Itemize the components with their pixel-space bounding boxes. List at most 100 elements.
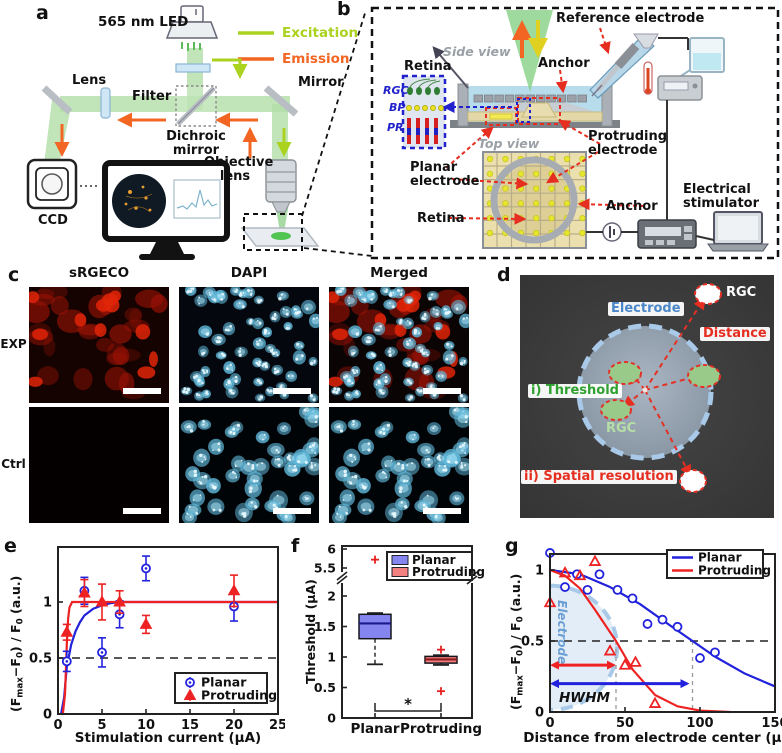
reference-electrode-icon (591, 42, 640, 97)
svg-text:0: 0 (43, 708, 52, 723)
filter-label: Filter (132, 89, 172, 104)
spatial-resolution-label: ii) Spatial resolution (521, 469, 677, 485)
svg-text:Protruding: Protruding (698, 564, 771, 578)
row-label-exp: EXP (0, 337, 27, 351)
svg-text:15: 15 (181, 718, 199, 733)
objective-lens-label: Objective lens (204, 155, 274, 185)
optical-setup-and-chamber-diagram (26, 5, 780, 260)
anchor-top-label: Anchor (606, 199, 658, 214)
lens-label: Lens (72, 73, 107, 88)
bp-layer-label: BP (389, 101, 406, 114)
svg-text:50: 50 (616, 716, 634, 731)
perfusion-pump-icon (657, 75, 703, 101)
svg-text:1.5: 1.5 (314, 619, 336, 634)
sample-spot (271, 232, 291, 240)
monitor-icon (102, 160, 230, 260)
threshold-label: i) Threshold (528, 383, 622, 399)
svg-text:1: 1 (327, 650, 336, 665)
svg-text:Planar: Planar (350, 721, 399, 737)
svg-text:0.5: 0.5 (521, 635, 544, 650)
distance-label: Distance (700, 326, 770, 342)
electrode-region-label: Electrode (555, 600, 569, 665)
ccd-icon (26, 158, 78, 210)
column-header-merged: Merged (370, 265, 428, 281)
svg-text:5.5: 5.5 (314, 561, 336, 576)
light-beams (44, 48, 292, 239)
chart-f-ylabel: Threshold (µA) (303, 579, 318, 684)
panel-e-letter: e (4, 535, 17, 557)
anchor-side-label: Anchor (538, 56, 590, 71)
micrograph-ctrl-srgeco (29, 407, 169, 523)
svg-text:0: 0 (53, 718, 62, 733)
panel-b-border (370, 6, 780, 260)
dichroic-mirror-icon (175, 85, 217, 127)
reference-electrode-label: Reference electrode (556, 11, 705, 26)
svg-text:100: 100 (686, 716, 713, 731)
chart-g-ylabel: (Fmax−F0) / F0 (a.u.) (508, 573, 526, 710)
rgc-cells (600, 283, 722, 493)
electrical-stimulator-icon (637, 219, 697, 249)
protruding-electrode-label: Protruding electrode (588, 129, 668, 159)
panel-g-letter: g (505, 535, 519, 557)
column-header-dapi: DAPI (230, 265, 268, 281)
svg-text:Protruding: Protruding (400, 721, 482, 737)
svg-text:6: 6 (327, 542, 336, 557)
svg-text:150: 150 (761, 716, 782, 731)
pr-layer-label: PR (387, 121, 404, 134)
electrode-center-dot (642, 387, 648, 393)
zoom-connector-bottom (303, 247, 373, 257)
right-mirror-icon (263, 85, 299, 117)
annotation-arrows (445, 27, 645, 225)
chart-distance-response: 0 50 100 150 0 0.5 1 Distance from electrode ce… (521, 548, 782, 746)
wires (586, 231, 715, 241)
rgc-inner-label: RGC (606, 421, 637, 436)
beaker-icon (677, 37, 725, 79)
rgc-outer-label: RGC (726, 285, 757, 300)
side-view-label: Side view (443, 44, 511, 59)
svg-text:2: 2 (327, 589, 336, 604)
electrode-label: Electrode (608, 301, 684, 317)
column-header-srgeco: sRGECO (68, 265, 130, 281)
chart-e-ylabel: (Fmax−F0) / F0 (a.u.) (8, 575, 26, 712)
micrograph-ctrl-merged (329, 407, 469, 523)
svg-text:Planar: Planar (698, 551, 742, 565)
emission-label: Emission (282, 51, 350, 67)
top-view-array (482, 151, 587, 249)
hwhm-label: HWHM (559, 690, 610, 706)
laptop-icon (707, 211, 769, 252)
retina-top-label: Retina (417, 211, 465, 226)
svg-text:*: * (404, 695, 412, 713)
svg-text:0.5: 0.5 (314, 680, 336, 695)
svg-text:Stimulation current (µA): Stimulation current (µA) (75, 730, 261, 746)
svg-text:0: 0 (327, 711, 336, 726)
ccd-label: CCD (38, 213, 68, 228)
left-mirror-icon (41, 85, 73, 115)
micrograph-exp-dapi (179, 287, 319, 403)
svg-text:Distance from electrode center: Distance from electrode center (µm) (523, 730, 782, 746)
retina-layers-inset (401, 74, 515, 150)
led-icon (165, 5, 219, 51)
top-view-label: Top view (478, 136, 540, 151)
svg-text:5: 5 (97, 718, 106, 733)
retina-inset-label: Retina (404, 59, 452, 74)
panel-f-letter: f (291, 535, 300, 557)
svg-text:Planar: Planar (412, 553, 456, 567)
electrode-holder-funnel (633, 33, 689, 50)
svg-text:0: 0 (535, 706, 544, 721)
rgc-layer-label: RGC (383, 84, 409, 97)
planar-electrode-label: Planar electrode (410, 160, 480, 190)
electrical-stimulator-label: Electrical stimulator (683, 182, 759, 212)
objective-lens-icon (265, 159, 297, 213)
svg-text:0.5: 0.5 (29, 652, 52, 667)
dichroic-mirror-label: Dichroic mirror (166, 129, 226, 159)
beam-direction-arrows (54, 58, 292, 158)
micrograph-exp-srgeco (29, 287, 169, 403)
side-view-chamber (450, 83, 620, 128)
led-label: 565 nm LED (98, 14, 189, 30)
left-pipette (432, 46, 469, 89)
light-cone (506, 10, 553, 92)
filter-icon (175, 63, 211, 73)
svg-text:10: 10 (137, 718, 155, 733)
